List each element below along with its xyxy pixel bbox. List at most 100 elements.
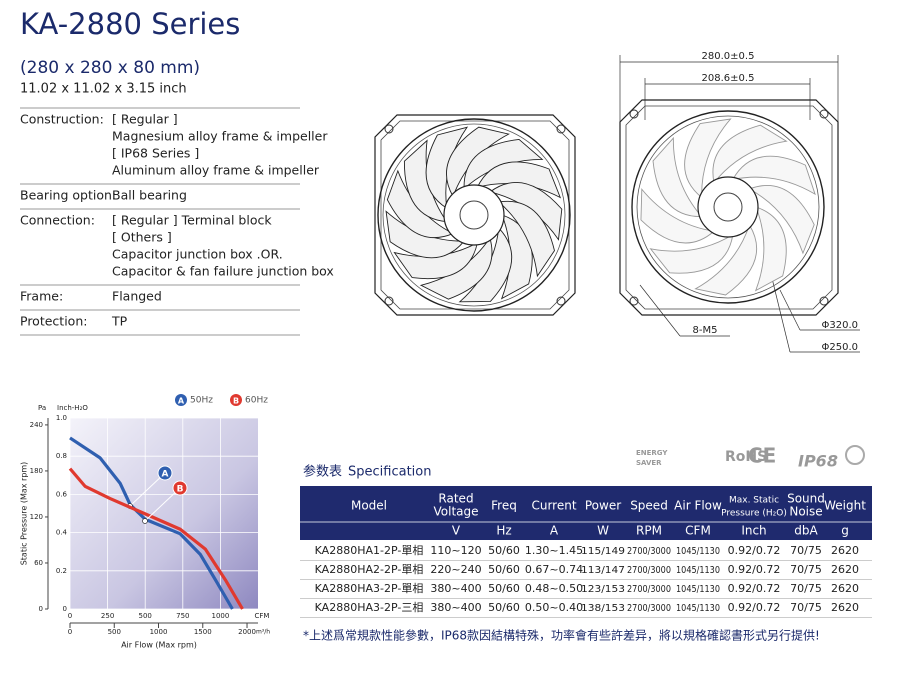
callout-badge xyxy=(172,480,188,496)
table-cell: KA2880HA3-2P-三相 xyxy=(315,601,424,614)
spec-value: [ Others ] xyxy=(112,230,172,245)
spec-value: [ Regular ] xyxy=(112,112,178,127)
spec-value: [ IP68 Series ] xyxy=(112,146,199,161)
header-cell: Air Flow xyxy=(674,499,722,513)
table-cell: 2700/3000 xyxy=(627,546,671,557)
dim-screws: 8-M5 xyxy=(693,325,718,336)
series-line xyxy=(68,467,244,610)
y2-tick-label: 0.6 xyxy=(56,490,68,498)
table-cell: KA2880HA1-2P-單相 xyxy=(315,544,424,557)
table-cell: 50/60 xyxy=(488,544,520,557)
cert: SAVER xyxy=(636,459,662,467)
table-cell: 113/147 xyxy=(581,565,625,576)
table-title-en: Specification xyxy=(348,465,431,480)
x2-tick-label: 2000 xyxy=(238,628,256,636)
fan-ring xyxy=(631,110,825,304)
callout-letter: B xyxy=(177,485,184,495)
table-header xyxy=(300,486,872,540)
spec-label: Protection: xyxy=(20,314,87,329)
table-title: 参数表 xyxy=(303,464,342,480)
spec-label: Frame: xyxy=(20,289,63,304)
header-cell: Current xyxy=(531,499,576,513)
table-cell: 70/75 xyxy=(790,582,822,595)
y-label: Static Pressure (Max rpm) xyxy=(20,462,29,566)
fan-blade xyxy=(684,118,732,199)
table-cell: 2620 xyxy=(831,563,859,576)
y2-tick-label: 0.4 xyxy=(56,529,68,537)
fan-blade xyxy=(476,161,562,199)
table-cell: 0.48~0.50 xyxy=(525,582,583,595)
legend-letter: B xyxy=(233,397,239,406)
y-tick-label: 120 xyxy=(30,513,43,521)
y2-tick-label: 0.8 xyxy=(56,452,67,460)
header-cell: Max. Static xyxy=(729,496,779,506)
spec-value: Magnesium alloy frame & impeller xyxy=(112,129,328,144)
spec-value: [ Regular ] Terminal block xyxy=(112,213,272,228)
fan-hub-inner xyxy=(713,192,743,222)
fan-blade xyxy=(446,126,510,198)
table-cell: 2700/3000 xyxy=(627,565,671,576)
x-unit: CFM xyxy=(255,612,270,620)
y-tick-label: 180 xyxy=(30,467,43,475)
y2-tick-label: 0.2 xyxy=(56,567,67,575)
x-tick-label: 0 xyxy=(68,612,72,620)
mount-hole xyxy=(819,296,829,306)
spec-value: Ball bearing xyxy=(112,188,187,203)
callout-line xyxy=(129,472,166,507)
fan-ring xyxy=(377,118,571,312)
header-cell: Noise xyxy=(789,505,822,519)
table-cell: 2620 xyxy=(831,601,859,614)
y2-tick-label: 0 xyxy=(63,605,67,613)
fan-blade xyxy=(458,226,513,303)
note: *上述爲常規款性能參數，IP68款因結構特殊，功率會有些許差异，將以規格確認書形… xyxy=(303,628,820,643)
mount-hole xyxy=(556,296,566,306)
fan-blade xyxy=(694,223,758,296)
spec-value: Aluminum alloy frame & impeller xyxy=(112,163,320,178)
table-cell: 70/75 xyxy=(790,563,822,576)
unit-cell: A xyxy=(550,524,559,538)
legend-badge xyxy=(175,394,187,406)
y-tick-label: 240 xyxy=(30,421,43,429)
header-cell: Speed xyxy=(630,499,668,513)
fan-frame xyxy=(374,114,576,316)
title: KA-2880 Series xyxy=(20,7,240,41)
fan-blade xyxy=(754,206,787,292)
unit-cell: W xyxy=(597,524,609,538)
fan-blade xyxy=(386,169,455,238)
fan-blade xyxy=(652,136,703,218)
x-tick-label: 1000 xyxy=(211,612,229,620)
fan-blade xyxy=(712,124,788,184)
fan-ring xyxy=(382,123,566,307)
y2-unit: Inch-H₂O xyxy=(57,404,88,412)
mount-hole xyxy=(384,296,394,306)
unit-cell: RPM xyxy=(636,524,662,538)
cert: ENERGY xyxy=(636,449,668,457)
table-cell: 0.92/0.72 xyxy=(728,563,781,576)
table-cell: 1045/1130 xyxy=(676,546,720,557)
y-unit: Pa xyxy=(38,404,46,412)
header-cell: Pressure (H₂O) xyxy=(721,509,787,519)
dim-width: 280.0±0.5 xyxy=(702,51,755,62)
fan-frame xyxy=(619,99,839,316)
fan-blade xyxy=(393,241,479,280)
table-cell: 2700/3000 xyxy=(627,584,671,595)
size-mm: (280 x 280 x 80 mm) xyxy=(20,58,200,78)
spec-label: Construction: xyxy=(20,112,104,127)
dim-inner: Φ250.0 xyxy=(822,342,859,353)
spec-value: Capacitor & fan failure junction box xyxy=(112,264,334,279)
x2-tick-label: 1500 xyxy=(194,628,212,636)
fan-blade xyxy=(385,210,466,259)
mount-hole xyxy=(384,124,394,134)
table-cell: 2620 xyxy=(831,582,859,595)
header-cell: Weight xyxy=(824,499,866,513)
performance-chart: 0 250 500 750 1000 CFM 0 500 1000 1500 2000 m³/h Air… xyxy=(20,394,270,650)
header-cell: Rated xyxy=(438,492,473,506)
spec-value: TP xyxy=(111,314,128,329)
x-tick-label: 750 xyxy=(176,612,189,620)
x2-tick-label: 500 xyxy=(108,628,121,636)
fan-blade xyxy=(649,233,734,274)
table-cell: 1045/1130 xyxy=(676,603,720,614)
callout-line xyxy=(144,487,181,522)
table-cell: 50/60 xyxy=(488,563,520,576)
